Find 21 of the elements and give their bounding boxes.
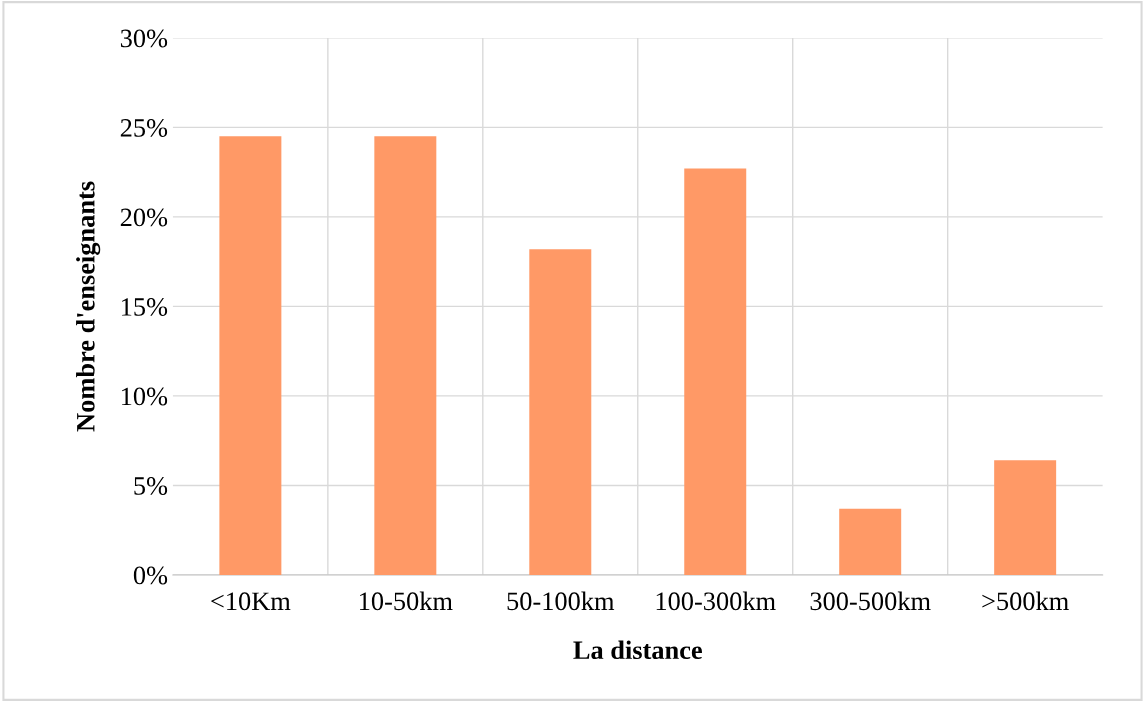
bar bbox=[684, 168, 747, 575]
y-tick-label: 5% bbox=[134, 477, 168, 495]
x-tick-label: 50-100km bbox=[507, 591, 615, 611]
x-tick-label: 100-300km bbox=[656, 591, 776, 611]
x-axis-title: La distance bbox=[573, 640, 702, 660]
x-tick-label: 300-500km bbox=[810, 591, 931, 611]
bar bbox=[839, 508, 902, 575]
y-tick-label: 10% bbox=[121, 387, 168, 406]
y-tick-label: 25% bbox=[120, 119, 168, 137]
y-tick-label: 0% bbox=[133, 566, 168, 585]
x-tick-label: 10-50km bbox=[360, 591, 453, 611]
bar bbox=[219, 136, 282, 575]
bar bbox=[374, 136, 437, 575]
x-tick-label: <10Km bbox=[211, 592, 291, 611]
x-tick-label: >500km bbox=[982, 591, 1069, 611]
y-axis-title: Nombre d'enseignants bbox=[76, 181, 101, 432]
y-tick-label: 30% bbox=[120, 29, 168, 48]
bar bbox=[529, 249, 592, 575]
bar bbox=[994, 460, 1057, 575]
y-tick-label: 20% bbox=[120, 208, 168, 227]
y-tick-label: 15% bbox=[121, 298, 168, 316]
